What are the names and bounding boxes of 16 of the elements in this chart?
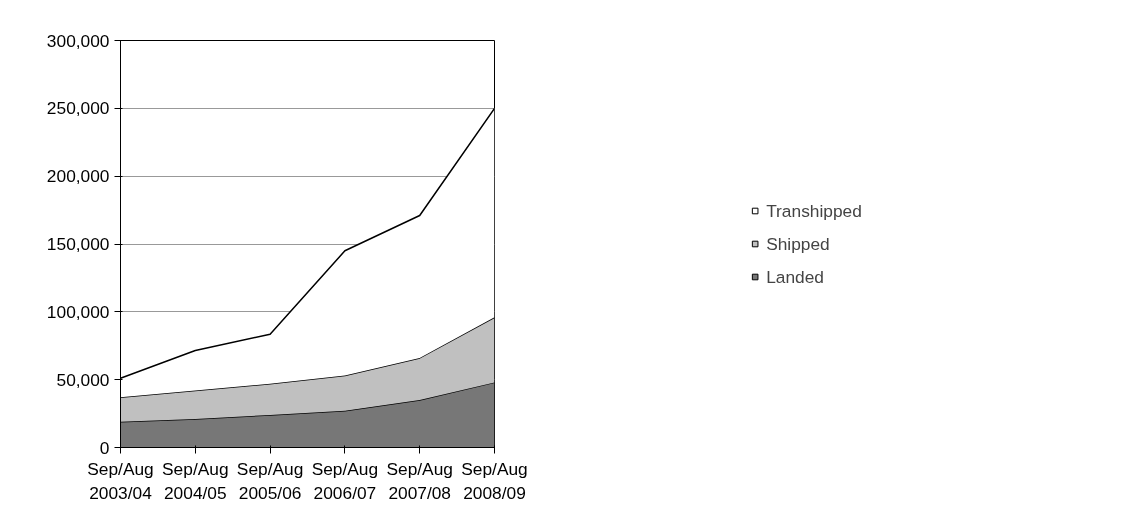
legend-label: Landed: [766, 266, 824, 287]
x-tick-label: Sep/Aug 2006/07: [311, 458, 379, 503]
x-tick-label: Sep/Aug 2003/04: [87, 458, 154, 503]
x-tick-label: Sep/Aug 2007/08: [386, 458, 453, 503]
y-tick-label: 0: [99, 437, 110, 458]
x-tick-label: Sep/Aug 2004/05: [162, 458, 229, 503]
y-tick-label: 200,000: [46, 166, 110, 187]
x-tick-label: Sep/Aug 2005/06: [236, 458, 304, 503]
y-tick-label: 50,000: [56, 369, 110, 390]
legend-label: Shipped: [766, 233, 830, 254]
y-tick-label: 300,000: [46, 30, 110, 51]
x-tick-label: Sep/Aug 2008/09: [461, 458, 528, 503]
legend-label: Transhipped: [766, 200, 862, 221]
y-tick-label: 100,000: [46, 301, 110, 322]
y-tick-label: 250,000: [46, 98, 110, 119]
y-tick-label: 150,000: [46, 234, 110, 254]
